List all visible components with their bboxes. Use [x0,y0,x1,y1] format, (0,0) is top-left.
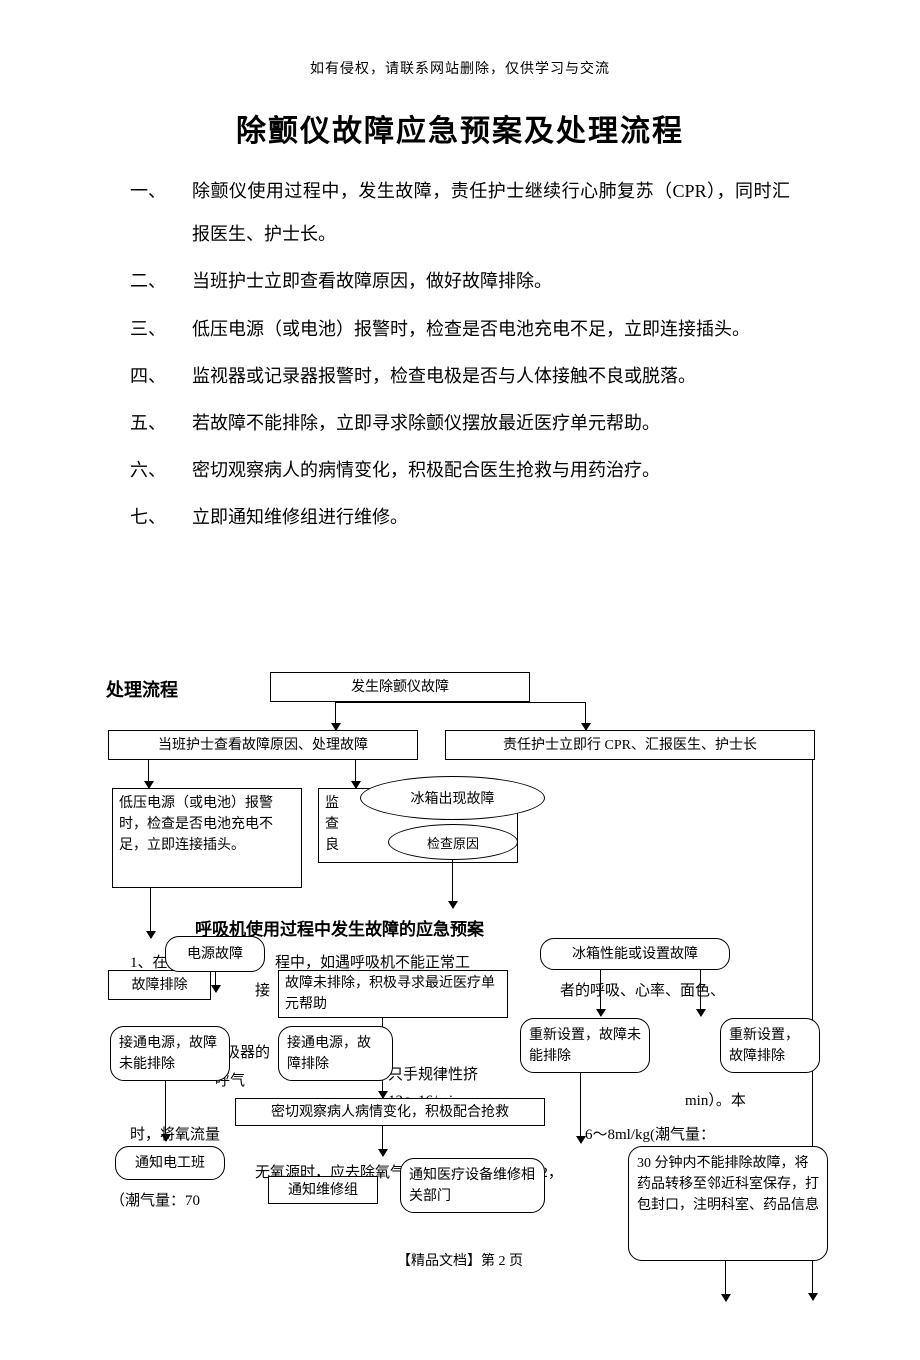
section-label: 处理流程 [106,676,178,702]
frag: 查 [325,814,339,835]
node-30min: 30 分钟内不能排除故障，将药品转移至邻近科室保存，打包封口，注明科室、药品信息 [628,1146,828,1261]
list-item: 五、 若故障不能排除，立即寻求除颤仪摆放最近医疗单元帮助。 [130,402,790,445]
node-ellipse-fridge: 冰箱出现故障 [360,776,545,820]
list-item: 一、 除颤仪使用过程中，发生故障，责任护士继续行心肺复苏（CPR），同时汇报医生… [130,170,790,256]
node-start: 发生除颤仪故障 [270,672,530,702]
list-item: 四、 监视器或记录器报警时，检查电极是否与人体接触不良或脱落。 [130,355,790,398]
node-left2: 低压电源（或电池）报警时，检查是否电池充电不足，立即连接插头。 [112,788,302,888]
list-num: 三、 [130,308,192,351]
arrow-icon [382,1126,383,1156]
list-num: 六、 [130,449,192,492]
page-title: 除颤仪故障应急预案及处理流程 [0,106,920,150]
list-text: 立即通知维修组进行维修。 [192,496,790,539]
arrow-icon [580,1073,581,1143]
list-item: 二、 当班护士立即查看故障原因，做好故障排除。 [130,260,790,303]
node-fault-notclear: 故障未排除，积极寻求最近医疗单元帮助 [278,970,508,1018]
node-observe: 密切观察病人病情变化，积极配合抢救 [235,1098,545,1126]
list-item: 七、 立即通知维修组进行维修。 [130,496,790,539]
arrow-icon [355,760,356,788]
arrow-icon [165,1081,166,1141]
arrow-icon [335,702,336,730]
list-text: 密切观察病人的病情变化，积极配合医生抢救与用药治疗。 [192,449,790,492]
node-elec: 通知电工班 [115,1146,225,1180]
list-text: 监视器或记录器报警时，检查电极是否与人体接触不良或脱落。 [192,355,790,398]
list-item: 三、 低压电源（或电池）报警时，检查是否电池充电不足，立即连接插头。 [130,308,790,351]
node-conn2: 接通电源，故障排除 [278,1026,393,1081]
node-right1: 责任护士立即行 CPR、汇报医生、护士长 [445,730,815,760]
bg-text: （潮气量：70 [110,1186,200,1216]
arrow-icon [215,972,216,992]
node-fridge-setting: 冰箱性能或设置故障 [540,938,730,970]
list-num: 二、 [130,260,192,303]
arrow-icon [700,970,701,1016]
list-item: 六、 密切观察病人的病情变化，积极配合医生抢救与用药治疗。 [130,449,790,492]
list-num: 五、 [130,402,192,445]
list-num: 四、 [130,355,192,398]
node-fault-clear: 故障排除 [108,970,211,1000]
frag: 良 [325,835,339,856]
bg-text: 接 [255,976,270,1006]
node-ellipse-check: 检查原因 [388,824,518,860]
list-num: 七、 [130,496,192,539]
arrow-icon [148,760,149,788]
node-left1: 当班护士查看故障原因、处理故障 [108,730,418,760]
bg-text: min）。本 [685,1086,746,1116]
arrow-icon [585,702,586,730]
node-conn1: 接通电源，故障未能排除 [110,1026,230,1081]
list-text: 除颤仪使用过程中，发生故障，责任护士继续行心肺复苏（CPR），同时汇报医生、护士… [192,170,790,256]
node-reset1: 重新设置，故障未能排除 [520,1018,650,1073]
node-reset2: 重新设置，故障排除 [720,1018,820,1073]
bg-text: 吸器的 [225,1038,270,1068]
header-notice: 如有侵权，请联系网站删除，仅供学习与交流 [0,58,920,78]
node-med-dev: 通知医疗设备维修相关部门 [400,1158,545,1213]
connector [335,702,585,703]
list-text: 低压电源（或电池）报警时，检查是否电池充电不足，立即连接插头。 [192,308,790,351]
frag: 监 [325,793,339,814]
list-num: 一、 [130,170,192,256]
numbered-list: 一、 除颤仪使用过程中，发生故障，责任护士继续行心肺复苏（CPR），同时汇报医生… [130,170,790,540]
arrow-icon [150,888,151,938]
list-text: 当班护士立即查看故障原因，做好故障排除。 [192,260,790,303]
node-repair: 通知维修组 [268,1176,378,1204]
arrow-icon [600,970,601,1016]
node-power-fault: 电源故障 [165,936,265,972]
list-text: 若故障不能排除，立即寻求除颤仪摆放最近医疗单元帮助。 [192,402,790,445]
arrow-icon [452,860,453,908]
